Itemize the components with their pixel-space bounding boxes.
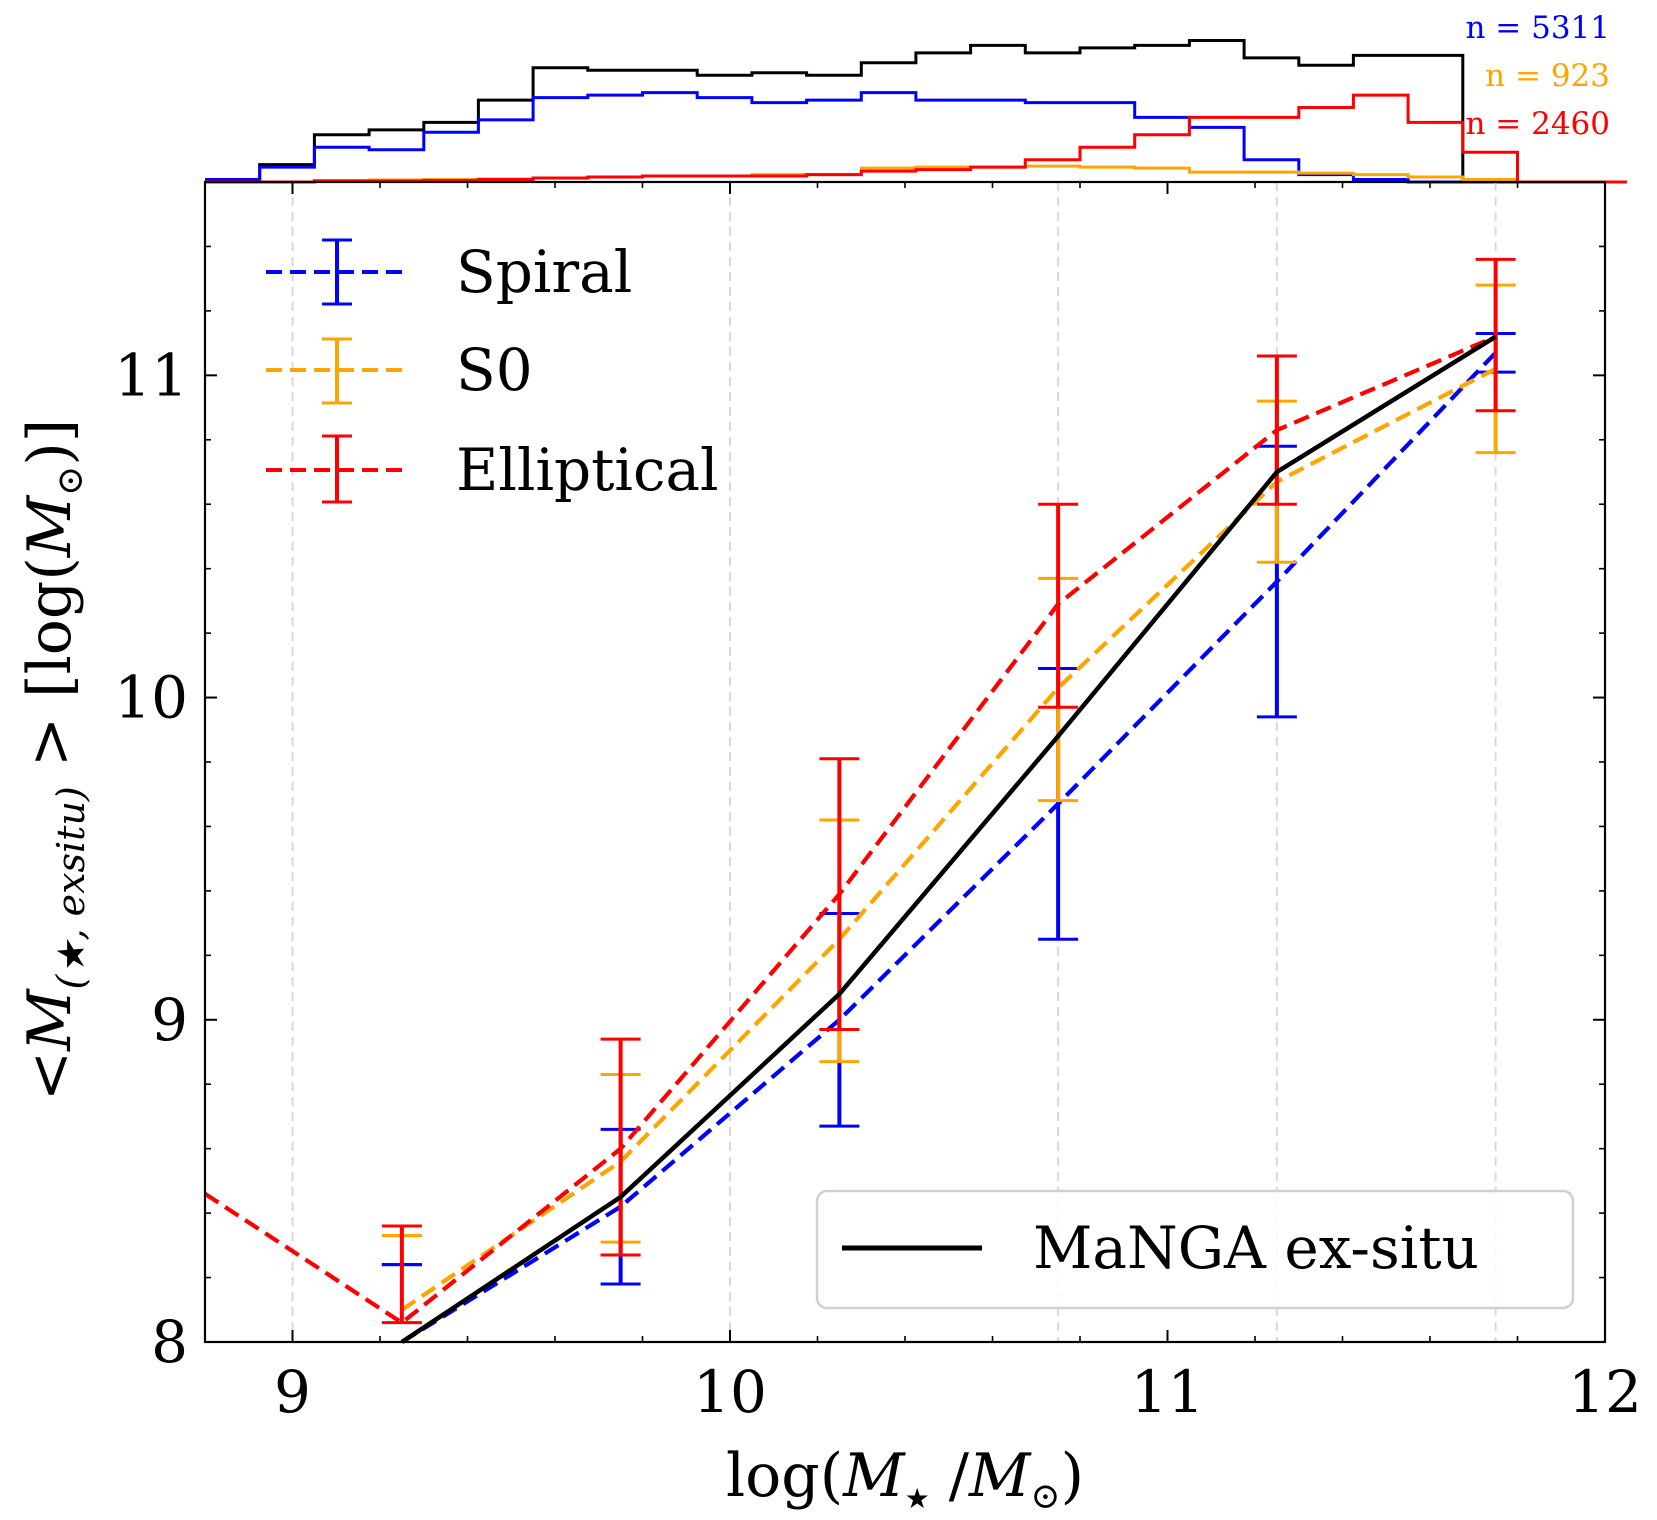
y-axis-label: <M(★, exsitu) > [log(M⊙)] [15, 419, 93, 1101]
plot-frame [203, 180, 1607, 1344]
x-tick-label-11: 11 [1131, 1358, 1205, 1426]
legend-label-spiral: Spiral [456, 238, 632, 306]
count-spiral: n = 5311 [1465, 10, 1610, 46]
legend-lower: MaNGA ex-situ [815, 1189, 1575, 1310]
legend-label-s0: S0 [456, 336, 533, 404]
x-tick-label-9: 9 [274, 1358, 311, 1426]
count-elliptical: n = 2460 [1465, 106, 1610, 142]
series-line-s0 [400, 367, 1497, 1312]
gridlines [291, 182, 1497, 1342]
series-manga-ex-situ [400, 334, 1497, 1344]
legend-item-s0: S0 [266, 336, 533, 405]
series-line-manga-ex-situ [400, 334, 1497, 1344]
legend-label-manga: MaNGA ex-situ [1033, 1214, 1479, 1282]
y-tick-label-8: 8 [151, 1308, 188, 1376]
legend-lower-frame [815, 1189, 1575, 1310]
x-tick-label-10: 10 [693, 1358, 767, 1426]
legend-label-elliptical: Elliptical [456, 436, 719, 504]
legend-upper: Spiral S0 Elliptical [266, 238, 719, 504]
series-elliptical [203, 257, 1516, 1326]
count-labels: n = 5311 n = 923 n = 2460 [1465, 10, 1610, 142]
axis-ticks: 9 10 11 12 8 9 10 11 [114, 181, 1642, 1426]
x-tick-label-12: 12 [1568, 1358, 1642, 1426]
x-axis-label: log(M★ /M⊙) [726, 1441, 1084, 1517]
histogram-step-all [205, 39, 1627, 184]
histogram-step-elliptical [205, 93, 1627, 184]
y-tick-label-10: 10 [114, 664, 188, 732]
y-tick-label-11: 11 [114, 341, 188, 409]
y-tick-label-9: 9 [151, 986, 188, 1054]
histogram-panel [205, 39, 1627, 184]
legend-item-spiral: Spiral [266, 238, 632, 306]
count-s0: n = 923 [1485, 58, 1610, 94]
series-line-elliptical [203, 334, 1497, 1326]
series-line-spiral [400, 351, 1498, 1344]
legend-item-elliptical: Elliptical [266, 434, 719, 504]
series-lines [203, 257, 1516, 1344]
